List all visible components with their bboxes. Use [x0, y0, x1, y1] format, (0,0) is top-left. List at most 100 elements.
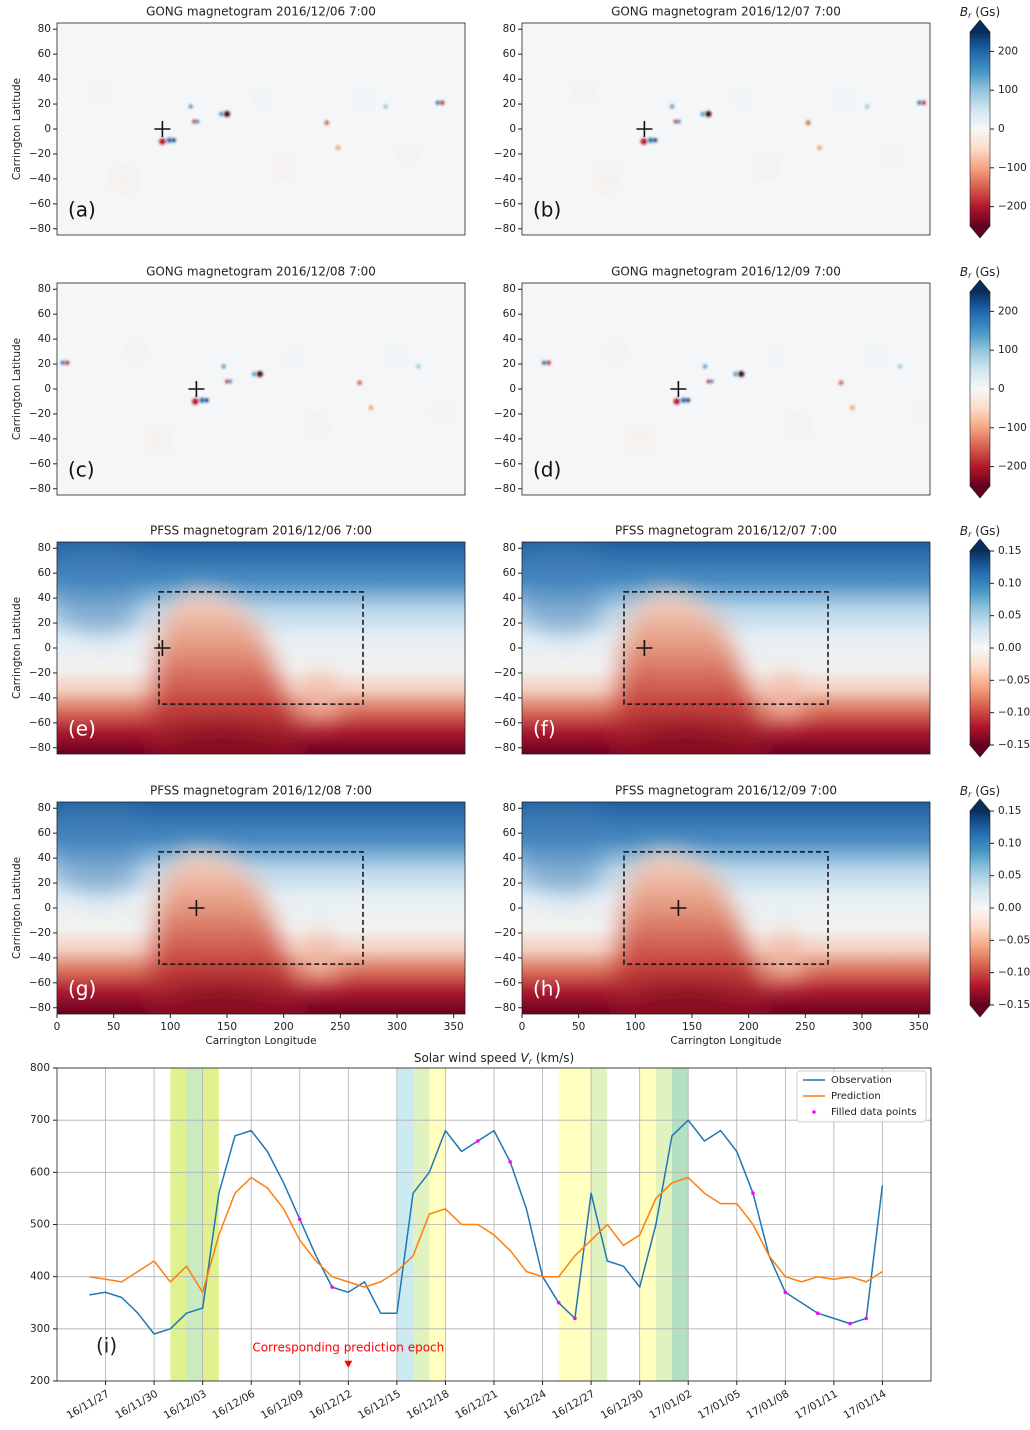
- map-feature: [389, 351, 402, 364]
- y-tick-label: 40: [503, 592, 516, 604]
- colorbar-label-part: (Gs): [971, 784, 1000, 798]
- chart-title-part: V: [521, 1051, 530, 1065]
- map-feature: [129, 345, 142, 358]
- y-tick-label: −60: [494, 977, 516, 989]
- colorbar-label-part: (Gs): [971, 524, 1000, 538]
- map-feature: [916, 407, 929, 420]
- map-feature: [159, 138, 166, 145]
- map-feature: [65, 360, 70, 365]
- series-line: [89, 1176, 883, 1294]
- map-feature: [705, 111, 712, 118]
- map-feature: [770, 352, 781, 363]
- filled-point: [751, 1191, 755, 1195]
- y-tick-label: −40: [29, 692, 51, 704]
- map-feature: [192, 119, 196, 124]
- legend: Observation Prediction Filled data points: [796, 1070, 927, 1123]
- y-tick-label: 0: [509, 642, 516, 654]
- y-tick-label: 60: [38, 48, 51, 60]
- plot-frame: [56, 1067, 932, 1382]
- position-marker: [154, 640, 171, 656]
- x-tick-label: 16/12/27: [550, 1388, 597, 1422]
- y-tick-label: 80: [38, 542, 51, 554]
- map-feature: [199, 397, 205, 403]
- map-feature: [738, 371, 745, 378]
- map-feature: [309, 419, 324, 434]
- map-image-detail: [57, 802, 341, 1014]
- y-tick-label: 80: [503, 542, 516, 554]
- y-tick-label: 20: [38, 877, 51, 889]
- y-tick-label: −20: [494, 148, 516, 160]
- map-feature: [648, 137, 654, 143]
- x-tick-label: 16/12/18: [405, 1388, 452, 1422]
- colorbar-tick-label: −0.15: [998, 739, 1030, 751]
- x-tick-label: 17/01/05: [696, 1388, 743, 1422]
- map-feature: [204, 398, 209, 403]
- y-tick-label: −80: [494, 1002, 516, 1014]
- map-image-detail: [522, 542, 806, 754]
- series-line: [89, 1119, 884, 1335]
- map-feature: [653, 138, 658, 143]
- colorbar-label: Br (Gs): [960, 784, 1000, 799]
- legend-label: Prediction: [831, 1091, 881, 1102]
- colorbar-label: Br (Gs): [960, 5, 1000, 20]
- y-axis-label: Carrington Latitude: [11, 338, 23, 440]
- map-feature: [225, 379, 229, 384]
- colorbar-tick-label: 0: [998, 383, 1005, 395]
- y-tick-label: 60: [38, 827, 51, 839]
- y-tick-label: 0: [509, 123, 516, 135]
- map-feature: [790, 419, 805, 434]
- x-tick-label: 17/01/11: [793, 1388, 840, 1422]
- y-tick-label: 80: [503, 802, 516, 814]
- colorbar-label: Br (Gs): [960, 265, 1000, 280]
- x-tick-label: 250: [330, 1021, 350, 1033]
- x-tick-label: 100: [625, 1021, 645, 1033]
- map-feature: [335, 145, 341, 151]
- x-tick-label: 50: [107, 1021, 120, 1033]
- map-feature: [871, 351, 884, 364]
- filled-point: [330, 1285, 334, 1289]
- map-feature: [897, 364, 903, 369]
- x-tick-label: 17/01/14: [842, 1388, 889, 1422]
- y-tick-label: −80: [29, 742, 51, 754]
- filled-point: [864, 1316, 869, 1321]
- position-marker: [188, 381, 205, 397]
- y-tick-label: 800: [30, 1062, 50, 1074]
- colorbar-label-part: B: [960, 5, 968, 19]
- map-panel: [57, 283, 465, 495]
- colorbar-tick-label: 200: [998, 45, 1018, 57]
- x-tick-label: 150: [682, 1021, 702, 1033]
- x-tick-label: 17/01/02: [647, 1388, 694, 1422]
- map-feature: [703, 364, 708, 369]
- map-panel: [522, 802, 930, 1014]
- x-tick-label: 16/12/12: [307, 1388, 354, 1422]
- map-image: [522, 23, 930, 235]
- map-feature: [276, 159, 291, 174]
- map-feature: [546, 360, 551, 365]
- map-feature: [700, 111, 705, 117]
- y-tick-label: −20: [29, 408, 51, 420]
- panel-title: PFSS magnetogram 2016/12/09 7:00: [615, 784, 837, 798]
- x-tick-label: 300: [852, 1021, 872, 1033]
- map-feature: [673, 398, 680, 405]
- x-tick-label: 16/11/27: [65, 1388, 112, 1422]
- panel-label: (d): [533, 458, 561, 482]
- x-tick-label: 350: [909, 1021, 929, 1033]
- panel-title: GONG magnetogram 2016/12/07 7:00: [611, 5, 841, 19]
- panel-label: (b): [533, 198, 561, 222]
- y-tick-label: −40: [494, 173, 516, 185]
- y-tick-label: −80: [494, 223, 516, 235]
- y-tick-label: 40: [38, 73, 51, 85]
- map-feature: [188, 104, 193, 109]
- colorbar-label-part: B: [960, 784, 968, 798]
- colorbar-tick-label: −200: [998, 461, 1027, 473]
- map-feature: [864, 104, 870, 109]
- map-feature: [765, 932, 806, 977]
- map-feature: [680, 397, 687, 403]
- region-box: [158, 851, 364, 965]
- panel-title: GONG magnetogram 2016/12/06 7:00: [146, 5, 376, 19]
- x-tick-label: 16/12/03: [162, 1388, 209, 1422]
- x-tick-label: 16/12/15: [356, 1388, 403, 1422]
- x-tick-label: 200: [274, 1021, 294, 1033]
- x-tick-label: 0: [519, 1021, 526, 1033]
- panel-label: (a): [68, 198, 96, 222]
